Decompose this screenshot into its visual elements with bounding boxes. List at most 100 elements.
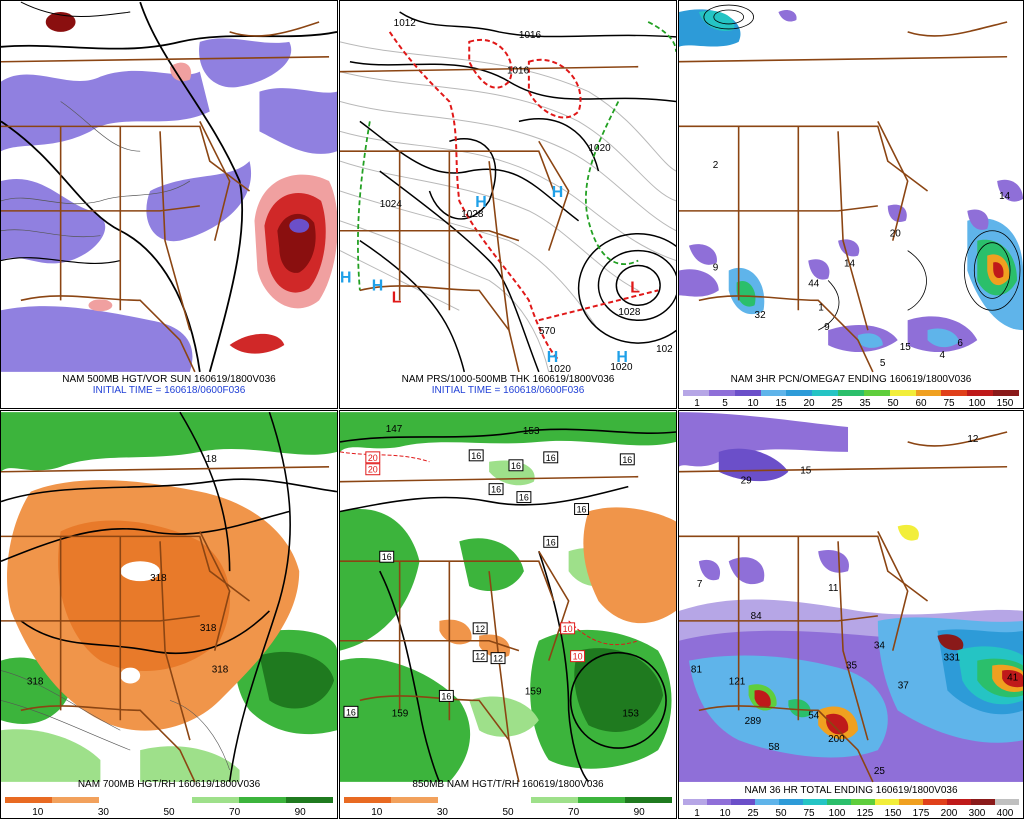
contour-label: 153 [523, 426, 540, 437]
colorbar-swatch [531, 797, 579, 803]
precip-36hr-map: 12 29 15 7 11 84 81 121 35 34 331 37 41 … [679, 412, 1023, 783]
colorbar-tick-label: 5 [722, 398, 728, 409]
station-value: 121 [729, 676, 746, 687]
station-value: 20 [890, 229, 902, 240]
temp-label: 16 [382, 552, 392, 562]
colorbar-tick-label: 400 [996, 808, 1014, 819]
colorbar-swatch [760, 390, 787, 396]
colorbar-swatch [731, 799, 755, 805]
panel-700mb-rh: 18 318 318 318 318 NAM 700MB HGT/RH 1606… [0, 410, 338, 819]
thickness-label: 570 [539, 326, 556, 337]
isobar-label: 1020 [589, 143, 612, 154]
station-value: 9 [713, 263, 719, 274]
colorbar-tick-label: 90 [633, 807, 645, 818]
temp-label: 20 [368, 465, 378, 475]
colorbar-tick-label: 10 [719, 808, 731, 819]
colorbar-tick-label: 10 [371, 807, 383, 818]
isobar-label: 1020 [610, 362, 633, 373]
panel-subtitle: INITIAL TIME = 160618/0600F036 [92, 385, 246, 396]
isobar-label: 1028 [461, 209, 484, 220]
station-value: 6 [957, 338, 963, 349]
colorbar-swatch [923, 799, 947, 805]
colorbar-swatch [967, 390, 994, 396]
colorbar-swatch [755, 799, 779, 805]
temp-label: 16 [471, 451, 481, 461]
station-value: 81 [691, 665, 703, 676]
colorbar-tick-label: 90 [294, 807, 306, 818]
panel-title: NAM PRS/1000-500MB THK 160619/1800V036 [401, 374, 615, 385]
panel-title: NAM 500MB HGT/VOR SUN 160619/1800V036 [62, 374, 276, 385]
colorbar-tick-label: 50 [775, 808, 787, 819]
colorbar-swatch [827, 799, 851, 805]
station-value: 41 [1007, 673, 1019, 684]
panel-title: 850MB NAM HGT/T/RH 160619/1800V036 [412, 779, 604, 790]
high-pressure-center: H [616, 349, 627, 366]
station-value: 7 [697, 579, 703, 590]
isobar-label: 1016 [507, 66, 530, 77]
station-value: 37 [898, 680, 910, 691]
colorbar-tick-label: 70 [229, 807, 241, 818]
station-value: 200 [828, 734, 845, 745]
panel-subtitle: INITIAL TIME = 160618/0600F036 [431, 385, 585, 396]
panel-3hr-precip: 2 14 20 14 9 44 32 1 9 15 6 5 4 NAM 3HR … [678, 0, 1024, 409]
temp-label: 16 [546, 537, 556, 547]
colorbar-tick-label: 50 [502, 807, 514, 818]
station-value: 331 [943, 653, 960, 664]
colorbar-swatch [899, 799, 923, 805]
high-pressure-center: H [552, 184, 563, 201]
high-pressure-center: H [547, 349, 558, 366]
colorbar-tick-label: 100 [968, 398, 986, 409]
colorbar-tick-label: 60 [915, 398, 927, 409]
colorbar-swatch [779, 799, 803, 805]
isobar-label: 1012 [394, 18, 417, 29]
colorbar-swatch [971, 799, 995, 805]
contour-label: 318 [200, 623, 217, 634]
panel-title: NAM 3HR PCN/OMEGA7 ENDING 160619/1800V03… [730, 374, 972, 385]
isobar-label: 1024 [380, 199, 403, 210]
contour-label: 18 [206, 454, 218, 465]
contour-label: 147 [386, 424, 403, 435]
panel-500mb-vorticity: NAM 500MB HGT/VOR SUN 160619/1800V036 IN… [0, 0, 338, 409]
temp-label: 12 [475, 652, 485, 662]
colorbar-tick-label: 20 [803, 398, 815, 409]
high-pressure-center: H [475, 194, 486, 211]
station-value: 34 [874, 641, 886, 652]
temp-label: 10 [573, 652, 583, 662]
colorbar-swatch [484, 797, 532, 803]
colorbar-swatch [683, 799, 707, 805]
pressure-map: H H H H L L H H 1016 1012 1020 1016 1024… [340, 11, 676, 373]
colorbar-tick-label: 35 [859, 398, 871, 409]
station-value: 84 [751, 611, 763, 622]
colorbar-tick-label: 300 [968, 808, 986, 819]
contour-label: 318 [212, 665, 229, 676]
colorbar-swatch [344, 797, 391, 803]
colorbar-swatch [51, 797, 99, 803]
temp-label: 16 [519, 493, 529, 503]
station-value: 9 [824, 322, 830, 333]
colorbar-tick-label: 75 [803, 808, 815, 819]
isobar-label: 1028 [618, 307, 641, 318]
colorbar-swatch [947, 799, 971, 805]
vorticity-map [1, 1, 337, 373]
colorbar-tick-label: 75 [943, 398, 955, 409]
station-value: 29 [741, 476, 753, 487]
colorbar-swatch [915, 390, 942, 396]
colorbar-tick-label: 25 [831, 398, 843, 409]
high-pressure-center: H [372, 277, 383, 294]
station-value: 14 [999, 191, 1011, 202]
colorbar-swatch [192, 797, 240, 803]
colorbar-swatch [578, 797, 626, 803]
station-value: 15 [900, 342, 912, 353]
colorbar-tick-label: 1 [694, 808, 700, 819]
rh-colorbar [5, 797, 334, 803]
colorbar-swatch [707, 799, 731, 805]
colorbar-ticks: 10 30 50 70 90 [344, 807, 672, 818]
station-value: 15 [800, 466, 812, 477]
rh-850mb-map: 16 16 16 16 16 16 16 16 16 20 20 12 12 [340, 412, 676, 783]
precip-colorbar [683, 390, 1019, 396]
precip-3hr-map: 2 14 20 14 9 44 32 1 9 15 6 5 4 [679, 4, 1023, 373]
station-value: 289 [745, 716, 762, 727]
precip-colorbar [683, 799, 1019, 805]
high-pressure-center: H [340, 269, 351, 286]
station-value: 54 [808, 710, 820, 721]
